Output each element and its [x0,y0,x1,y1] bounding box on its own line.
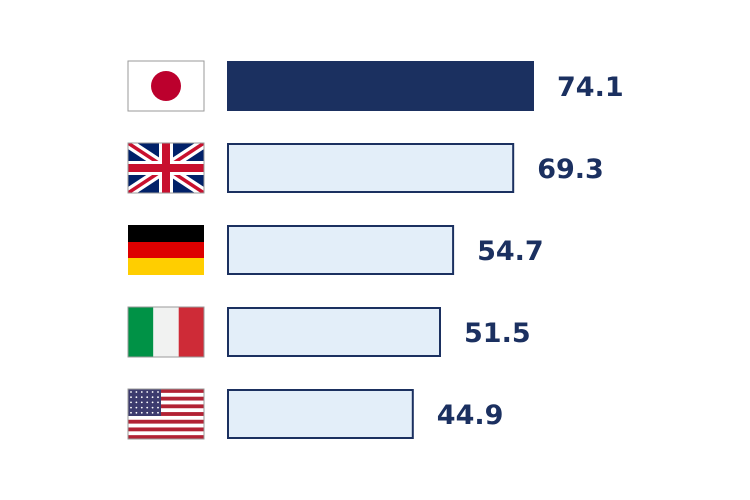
bar-united-states [227,389,414,439]
bar-japan [227,61,534,111]
bar-germany [227,225,455,275]
bar-italy [227,307,441,357]
value-label-united-kingdom: 69.3 [537,154,604,185]
japan-flag-icon [127,60,205,112]
value-label-united-states: 44.9 [437,400,504,431]
value-label-italy: 51.5 [464,318,531,349]
italy-flag-icon [127,306,205,358]
value-label-japan: 74.1 [557,72,624,103]
uk-flag-icon [127,142,205,194]
value-label-germany: 54.7 [477,236,544,267]
usa-flag-icon [127,388,205,440]
germany-flag-icon [128,225,204,275]
bar-united-kingdom [227,143,515,193]
